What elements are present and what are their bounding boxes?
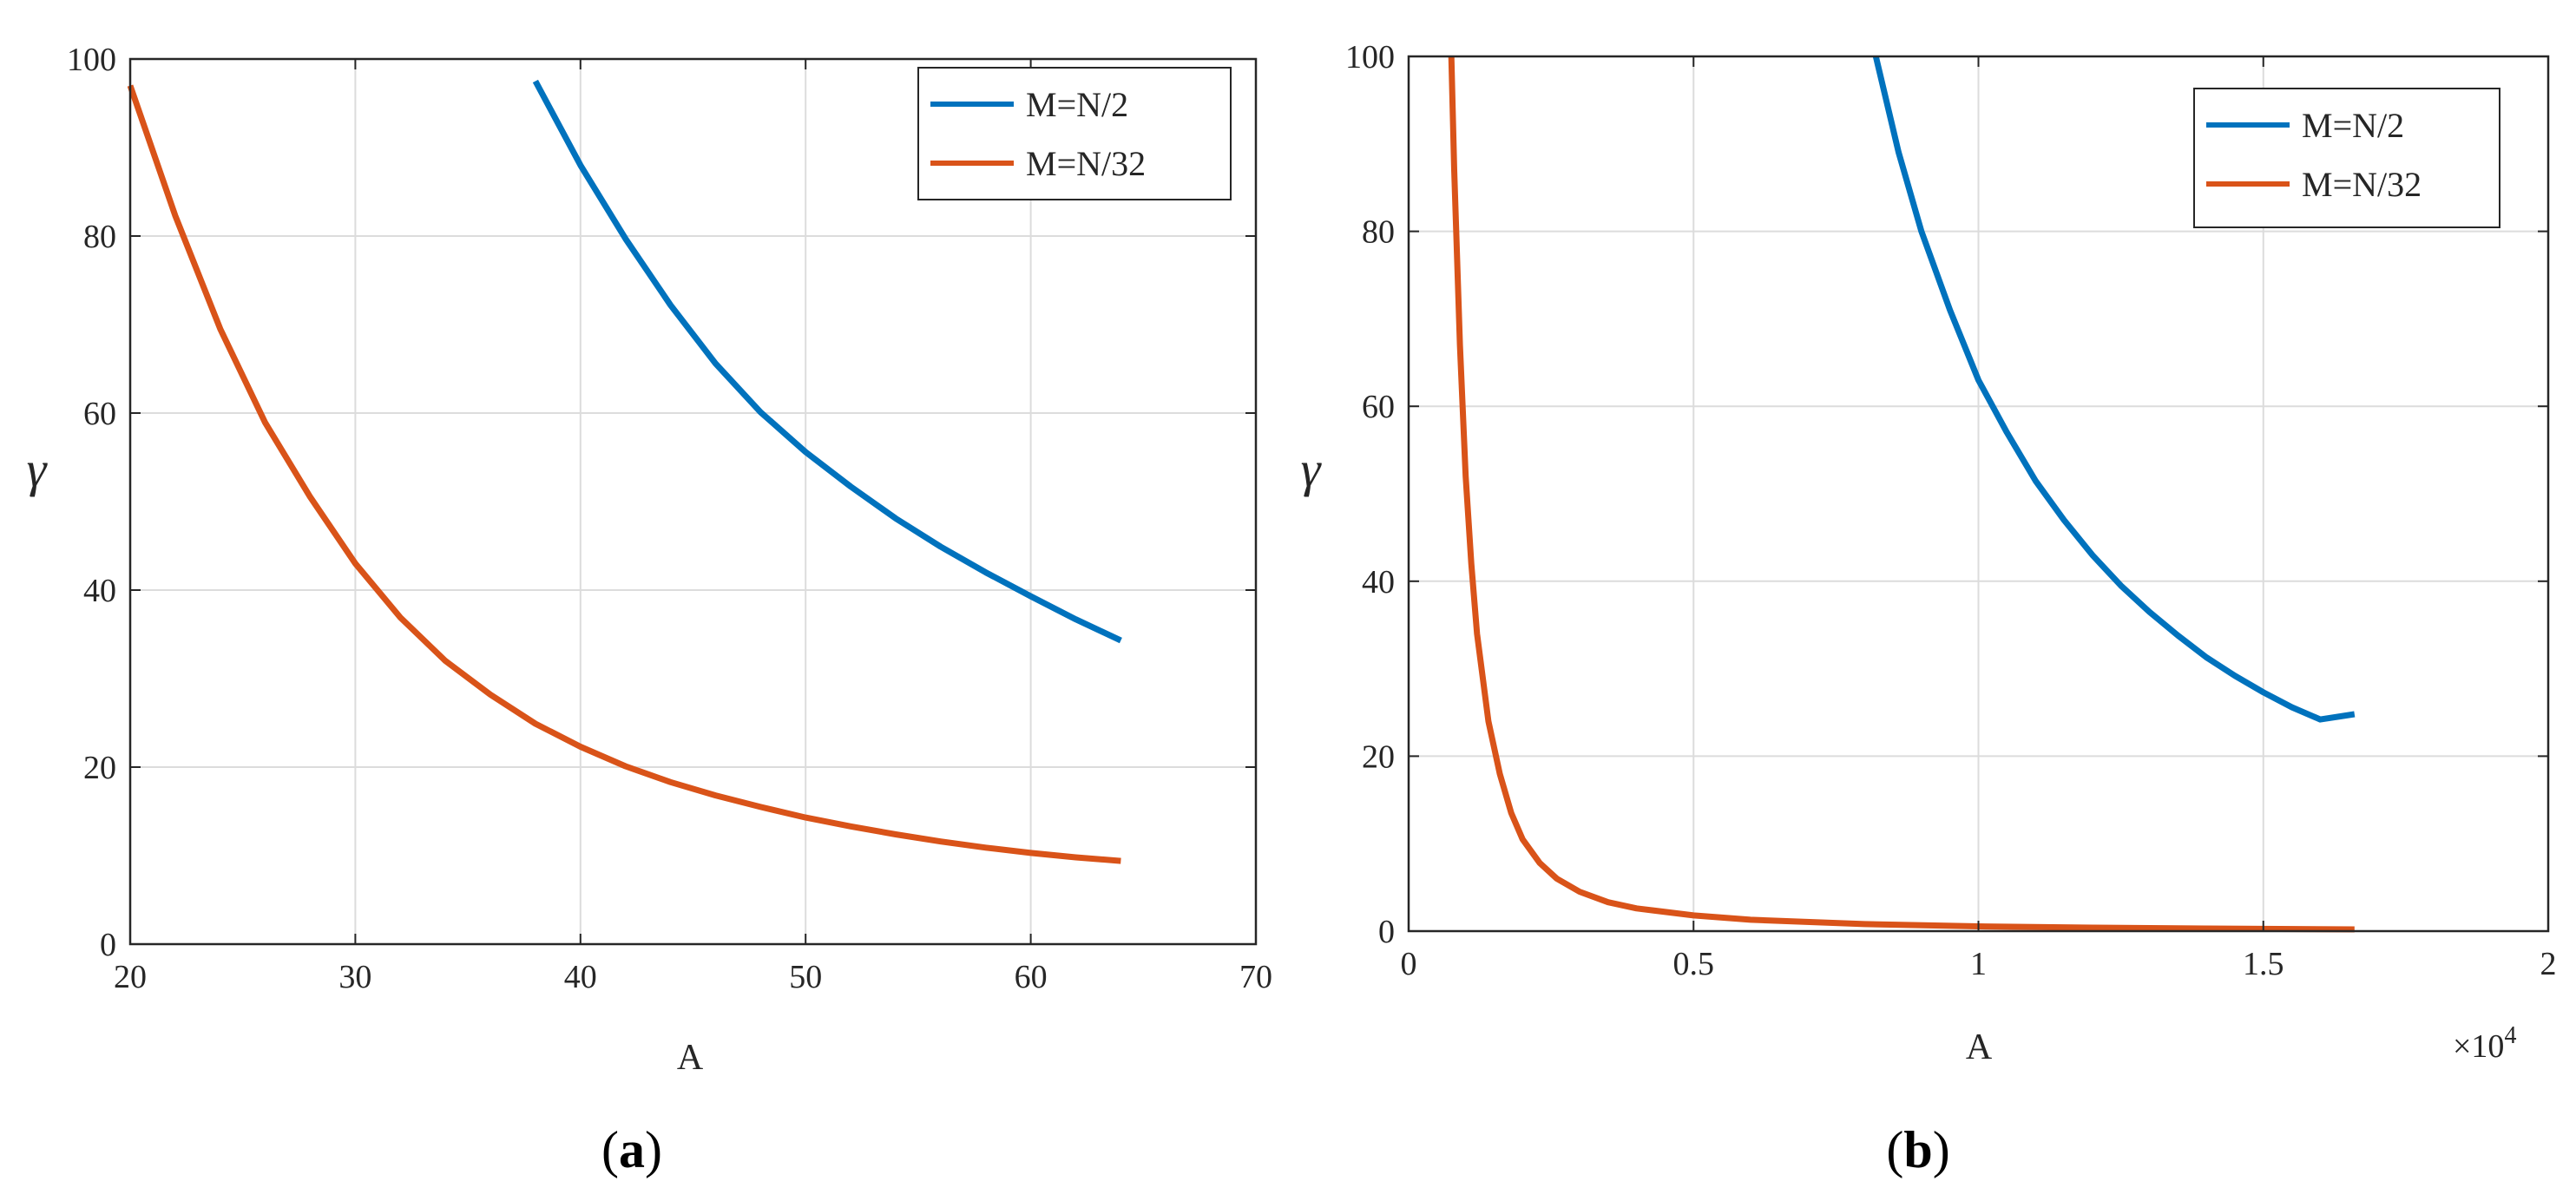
legend-a: M=N/2 M=N/32 — [917, 67, 1232, 200]
y-tick-label-b-0: 0 — [1378, 914, 1395, 950]
legend-label-blue-b: M=N/2 — [2302, 106, 2404, 145]
x-tick-label-a-3: 50 — [789, 959, 822, 995]
x-axis-label-b: A — [1966, 1027, 1993, 1067]
y-axis-label-b: γ — [1301, 441, 1323, 497]
plot-lines-a — [127, 79, 1122, 864]
x-tick-label-b-2: 1 — [1970, 946, 1987, 982]
grid-b — [1409, 56, 2548, 931]
y-tick-label-b-1: 20 — [1362, 738, 1395, 775]
plot-lines-b — [1448, 56, 2356, 933]
x-tick-label-a-0: 20 — [114, 959, 147, 995]
y-tick-label-b-5: 100 — [1345, 39, 1395, 75]
y-tick-label-a-1: 20 — [83, 750, 116, 786]
x-tick-label-a-4: 60 — [1015, 959, 1048, 995]
caption-open-b: ( — [1886, 1121, 1903, 1178]
y-tick-label-a-0: 0 — [100, 927, 116, 963]
y-tick-label-a-4: 80 — [83, 219, 116, 255]
series-line-b-orange — [1448, 56, 2355, 933]
x-tick-label-b-4: 2 — [2540, 946, 2557, 982]
y-tick-label-b-2: 40 — [1362, 564, 1395, 600]
y-tick-label-a-3: 60 — [83, 396, 116, 432]
x-exponent-power-b: 4 — [2504, 1022, 2516, 1049]
legend-label-orange-b: M=N/32 — [2302, 165, 2422, 204]
x-tick-label-a-5: 70 — [1239, 959, 1272, 995]
caption-letter-a: a — [619, 1121, 645, 1178]
caption-a: (a) — [601, 1121, 662, 1178]
legend-box-b — [2193, 88, 2500, 228]
y-axis-label-a: γ — [27, 441, 49, 497]
caption-close-b: ) — [1933, 1121, 1950, 1178]
y-tick-label-a-5: 100 — [67, 42, 116, 78]
y-tick-label-a-2: 40 — [83, 573, 116, 609]
x-exponent-base-b: ×10 — [2453, 1028, 2504, 1065]
caption-open-a: ( — [601, 1121, 619, 1178]
series-line-a-orange — [127, 84, 1121, 864]
legend-box-a — [917, 67, 1232, 200]
caption-letter-b: b — [1903, 1121, 1932, 1178]
y-tick-label-b-3: 60 — [1362, 389, 1395, 425]
legend-label-blue-a: M=N/2 — [1026, 85, 1128, 124]
x-exponent-label-b: ×104 — [2453, 1022, 2516, 1065]
caption-close-a: ) — [645, 1121, 662, 1178]
legend-label-orange-a: M=N/32 — [1026, 144, 1146, 183]
x-tick-label-a-1: 30 — [338, 959, 371, 995]
series-line-b-blue — [1872, 56, 2356, 723]
x-tick-label-b-0: 0 — [1401, 946, 1417, 982]
x-tick-label-b-1: 0.5 — [1673, 946, 1715, 982]
y-tick-label-b-4: 80 — [1362, 214, 1395, 251]
x-axis-label-a: A — [677, 1038, 704, 1078]
x-tick-label-b-3: 1.5 — [2243, 946, 2284, 982]
x-tick-label-a-2: 40 — [564, 959, 597, 995]
series-line-a-blue — [532, 79, 1122, 644]
grid-a — [130, 59, 1256, 944]
caption-b: (b) — [1886, 1121, 1949, 1178]
legend-b: M=N/2 M=N/32 — [2193, 88, 2500, 228]
axes-box-a — [128, 57, 1258, 946]
